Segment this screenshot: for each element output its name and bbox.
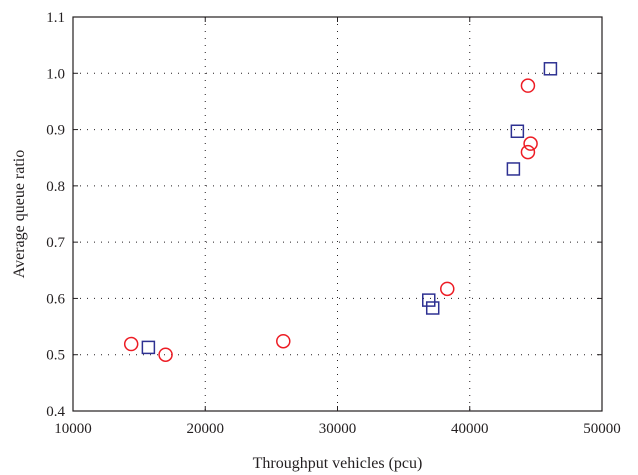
y-tick-label: 0.7 <box>46 235 65 251</box>
x-tick-label: 50000 <box>583 421 621 437</box>
circle-point <box>520 144 536 160</box>
y-tick-label: 0.4 <box>46 404 65 420</box>
y-tick-label: 0.5 <box>46 348 65 364</box>
circle-point <box>440 281 455 297</box>
square-point <box>422 293 436 307</box>
x-tick-label: 10000 <box>54 421 92 437</box>
circle-point <box>276 333 291 349</box>
x-tick-label: 30000 <box>319 421 357 437</box>
y-tick-label: 1.0 <box>46 66 65 82</box>
grid-lines <box>73 17 602 411</box>
y-tick-label: 1.1 <box>46 10 65 26</box>
x-tick-label: 20000 <box>187 421 225 437</box>
square-point <box>506 162 521 176</box>
y-tick-label: 0.9 <box>46 123 65 139</box>
data-points <box>123 62 558 362</box>
square-point <box>510 124 525 139</box>
x-axis-title: Throughput vehicles (pcu) <box>253 455 423 472</box>
circle-point <box>520 78 536 93</box>
circle-point <box>523 136 538 151</box>
y-axis-title: Average queue ratio <box>11 150 28 279</box>
y-tick-label: 0.8 <box>46 179 65 195</box>
x-tick-label: 40000 <box>451 421 489 437</box>
square-point <box>141 340 156 355</box>
circle-point <box>123 336 139 352</box>
axis-ticks: 10000 20000 30000 40000 50000 0.4 0.5 0.6 0.7 0.8… <box>46 10 621 437</box>
square-point <box>543 62 558 76</box>
circle-point <box>158 347 173 362</box>
y-tick-label: 0.6 <box>46 291 65 307</box>
square-point <box>425 301 440 315</box>
